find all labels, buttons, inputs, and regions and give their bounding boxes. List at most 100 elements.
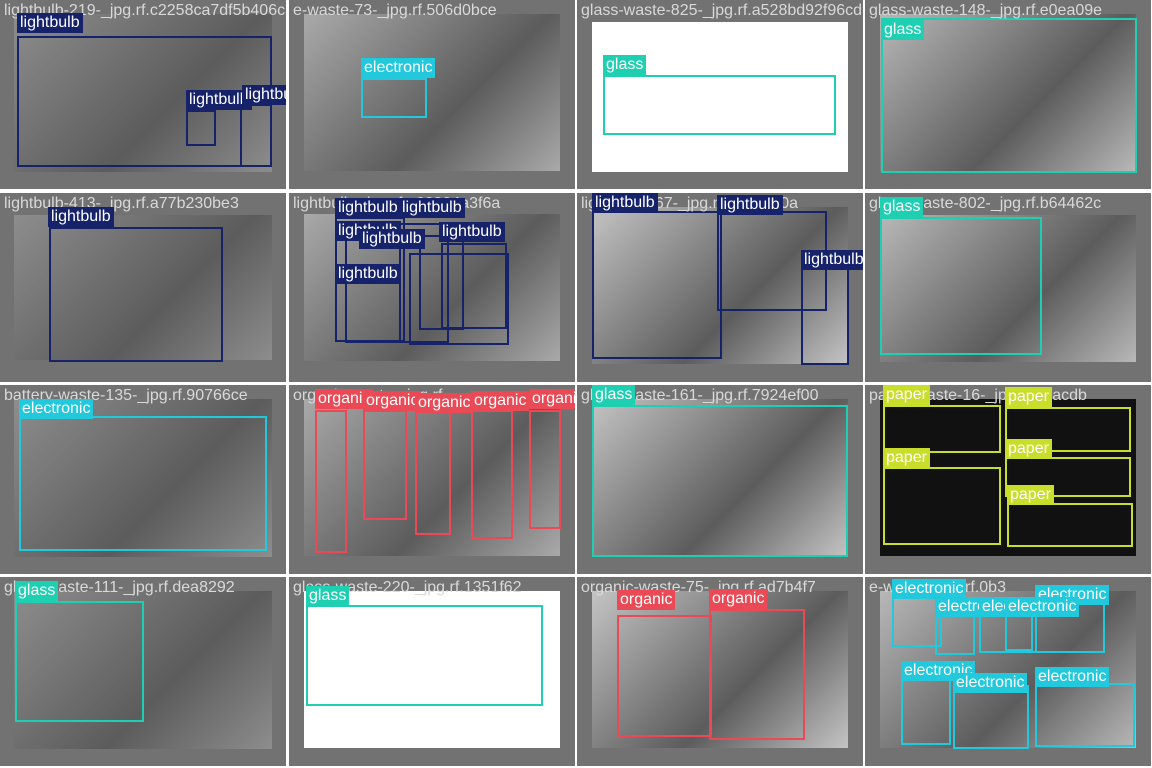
class-label-lightbulb: lightbulb <box>359 229 425 249</box>
bounding-box-electronic <box>1035 683 1135 747</box>
class-label-electronic: electronic <box>1005 597 1080 617</box>
waste-photo <box>304 591 560 748</box>
class-label-electronic: electronic <box>892 579 967 599</box>
bounding-box-organic <box>471 410 513 539</box>
class-label-organic: organic <box>471 391 530 411</box>
class-label-electronic: electronic <box>361 58 436 78</box>
bounding-box-organic <box>315 410 347 553</box>
image-tile: lightbulb-413-_jpg.rf.a77b230be3 lightbul… <box>0 193 286 382</box>
class-label-glass: glass <box>592 385 636 405</box>
image-filename: glass-waste-111-_jpg.rf.dea8292 <box>4 579 235 596</box>
class-label-paper: paper <box>883 385 930 405</box>
image-tile: glass-waste-161-_jpg.rf.7924ef00 glass <box>577 385 863 574</box>
class-label-lightbulb: lightbulb <box>439 222 505 242</box>
waste-photo <box>592 399 848 556</box>
image-tile: glass-waste-802-_jpg.rf.b64462c glass <box>865 193 1151 382</box>
waste-photo <box>14 399 272 557</box>
image-tile: organic-waste-_jpg.rforganicorganicorgan… <box>289 385 575 574</box>
image-tile: lightbulb-219-_jpg.rf.c2258ca7df5b406c3d… <box>0 0 286 189</box>
image-filename: glass-waste-148-_jpg.rf.e0ea09e <box>869 2 1103 19</box>
waste-photo <box>880 14 1136 171</box>
class-label-organic: organic <box>709 589 768 609</box>
image-tile: glass-waste-111-_jpg.rf.dea8292 glass <box>0 577 286 766</box>
class-label-lightbulb: lightbulb <box>335 264 401 284</box>
class-label-lightbulb: lightbulb <box>48 207 114 227</box>
waste-photo <box>14 215 272 360</box>
image-tile: glass-waste-148-_jpg.rf.e0ea09e glass <box>865 0 1151 189</box>
class-label-paper: paper <box>1007 485 1054 505</box>
image-filename: glass-waste-161-_jpg.rf.7924ef00 <box>581 387 819 404</box>
image-filename: glass-waste-802-_jpg.rf.b64462c <box>869 195 1102 212</box>
bounding-box-electronic <box>953 685 1029 749</box>
image-tile: lightbulb-467-_jpg.rf.3b00900a lightbulb l… <box>577 193 863 382</box>
class-label-lightbulb: lightbulb <box>186 90 252 110</box>
class-label-paper: paper <box>1005 387 1052 407</box>
class-label-organic: organic <box>315 389 374 409</box>
image-tile: glass-waste-220-_jpg.rf.1351f62 glass <box>289 577 575 766</box>
image-tile: paper-waste-16-_jpg.rf.78acdb paper paper p… <box>865 385 1151 574</box>
bounding-box-paper <box>1005 457 1131 497</box>
class-label-organic: organic <box>415 393 474 413</box>
image-tile: e-waste-_jpg.rf.0b3electronicelectronice… <box>865 577 1151 766</box>
bounding-box-organic <box>529 410 561 529</box>
image-tile: e-waste-73-_jpg.rf.506d0bce electronic <box>289 0 575 189</box>
class-label-glass: glass <box>306 586 350 606</box>
bounding-box-paper <box>883 467 1001 545</box>
class-label-lightbulb: lightbulb <box>335 198 401 218</box>
bounding-box-paper <box>1005 407 1131 452</box>
class-label-organic: organic <box>363 391 422 411</box>
waste-photo <box>304 14 560 171</box>
class-label-lightbulb: lightbulb <box>17 13 83 33</box>
bounding-box-lightbulb <box>240 104 272 167</box>
bounding-box-paper <box>883 405 1001 453</box>
bounding-box-lightbulb <box>186 110 216 146</box>
bounding-box-glass <box>592 405 848 557</box>
bounding-box-organic <box>617 615 712 737</box>
image-tile: organic-waste-75-_jpg.rf.ad7b4f7 organic o… <box>577 577 863 766</box>
class-label-lightbulb: lightbulb <box>242 85 286 105</box>
class-label-glass: glass <box>603 55 647 75</box>
class-label-lightbulb: lightbulb <box>801 250 863 270</box>
bounding-box-organic <box>415 410 451 535</box>
class-label-glass: glass <box>881 20 925 40</box>
class-label-lightbulb: lightbulb <box>399 198 465 218</box>
bounding-box-lightbulb <box>441 243 507 329</box>
bounding-box-organic <box>363 410 407 520</box>
class-label-glass: glass <box>15 581 59 601</box>
class-label-lightbulb: lightbulb <box>592 193 658 213</box>
image-tile: lightbulb-_jpg.rf.a62394a3f6alightbulbli… <box>289 193 575 382</box>
bounding-box-organic <box>709 609 805 740</box>
waste-photo <box>880 215 1136 362</box>
bounding-box-glass <box>880 217 1042 355</box>
bounding-box-lightbulb <box>592 211 722 359</box>
bounding-box-lightbulb <box>409 253 509 345</box>
class-label-paper: paper <box>1005 439 1052 459</box>
class-label-organic: organic <box>529 389 575 409</box>
bounding-box-lightbulb <box>345 233 401 343</box>
image-filename: e-waste-73-_jpg.rf.506d0bce <box>293 2 497 19</box>
bounding-box-glass <box>881 18 1137 173</box>
class-label-electronic: electronic <box>19 399 94 419</box>
image-tile: battery-waste-135-_jpg.rf.90766ce electro… <box>0 385 286 574</box>
image-filename: glass-waste-220-_jpg.rf.1351f62 <box>293 579 522 596</box>
bounding-box-glass <box>306 605 543 706</box>
bounding-box-glass <box>15 601 144 722</box>
class-label-lightbulb: lightbulb <box>717 195 783 215</box>
bounding-box-electronic <box>901 677 951 745</box>
bounding-box-lightbulb <box>49 227 223 362</box>
image-filename: lightbulb-413-_jpg.rf.a77b230be3 <box>4 195 239 212</box>
bounding-box-lightbulb <box>801 265 849 365</box>
image-filename: glass-waste-825-_jpg.rf.a528bd92f96cd9 <box>581 2 863 19</box>
class-label-glass: glass <box>880 197 924 217</box>
bounding-box-glass <box>603 75 836 135</box>
waste-photo <box>592 22 848 172</box>
class-label-electronic: electronic <box>1035 667 1110 687</box>
class-label-paper: paper <box>883 448 930 468</box>
waste-photo <box>592 591 848 748</box>
bounding-box-electronic <box>19 416 267 551</box>
bounding-box-paper <box>1007 503 1133 547</box>
class-label-electronic: electronic <box>953 673 1028 693</box>
bounding-box-electronic <box>361 78 427 118</box>
